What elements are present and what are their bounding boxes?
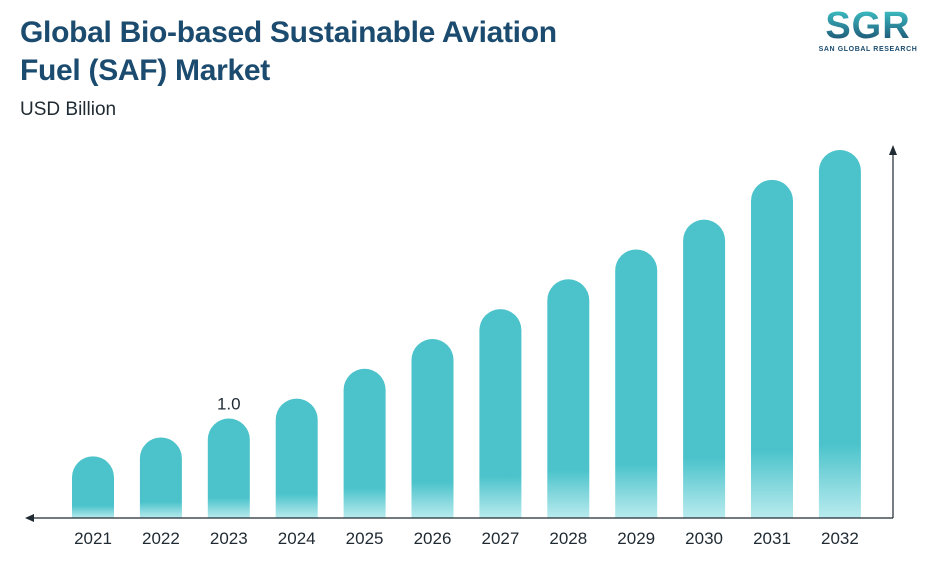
bar-2026	[411, 338, 454, 518]
bar-2029	[615, 249, 658, 518]
data-label-2023: 1.0	[217, 395, 241, 414]
x-tick-label-2024: 2024	[278, 529, 316, 548]
bar-2021	[72, 456, 114, 518]
x-tick-label-2032: 2032	[821, 529, 859, 548]
bar-2025	[343, 368, 386, 518]
x-tick-label-2025: 2025	[346, 529, 384, 548]
unit-label: USD Billion	[20, 99, 117, 120]
bar-2028	[547, 279, 590, 518]
bar-2024	[275, 398, 318, 518]
bar-2027	[479, 309, 522, 518]
axes-group	[25, 145, 897, 522]
x-axis-arrow	[25, 514, 34, 522]
x-tick-label-2028: 2028	[549, 529, 587, 548]
bar-2022	[139, 437, 182, 518]
logo-text: SAN GLOBAL RESEARCH	[818, 46, 918, 53]
x-tick-label-2022: 2022	[142, 529, 180, 548]
x-tick-label-2027: 2027	[481, 529, 519, 548]
y-axis-arrow	[889, 145, 897, 155]
chart-title: Global Bio-based Sustainable Aviation Fu…	[20, 14, 660, 90]
bar-2032	[818, 150, 861, 519]
logo-mark: SGR	[818, 7, 918, 45]
x-tick-label-2030: 2030	[685, 529, 723, 548]
chart-title-line-1: Global Bio-based Sustainable Aviation	[20, 16, 557, 49]
x-tick-label-2029: 2029	[617, 529, 655, 548]
x-tick-label-2026: 2026	[414, 529, 452, 548]
bar-2031	[751, 179, 793, 518]
x-tick-label-2031: 2031	[753, 529, 791, 548]
x-tick-label-2023: 2023	[210, 529, 248, 548]
x-tick-label-2021: 2021	[74, 529, 112, 548]
bars-group	[72, 150, 861, 519]
labels-group: 2021 2022 2023 2024 2025 2026 2027 2028 2029 2030…	[74, 395, 859, 548]
sgr-logo: SGR SAN GLOBAL RESEARCH	[818, 7, 918, 58]
chart-title-line-2: Fuel (SAF) Market	[20, 54, 270, 87]
bar-2023	[207, 418, 250, 518]
bar-2030	[683, 219, 726, 518]
